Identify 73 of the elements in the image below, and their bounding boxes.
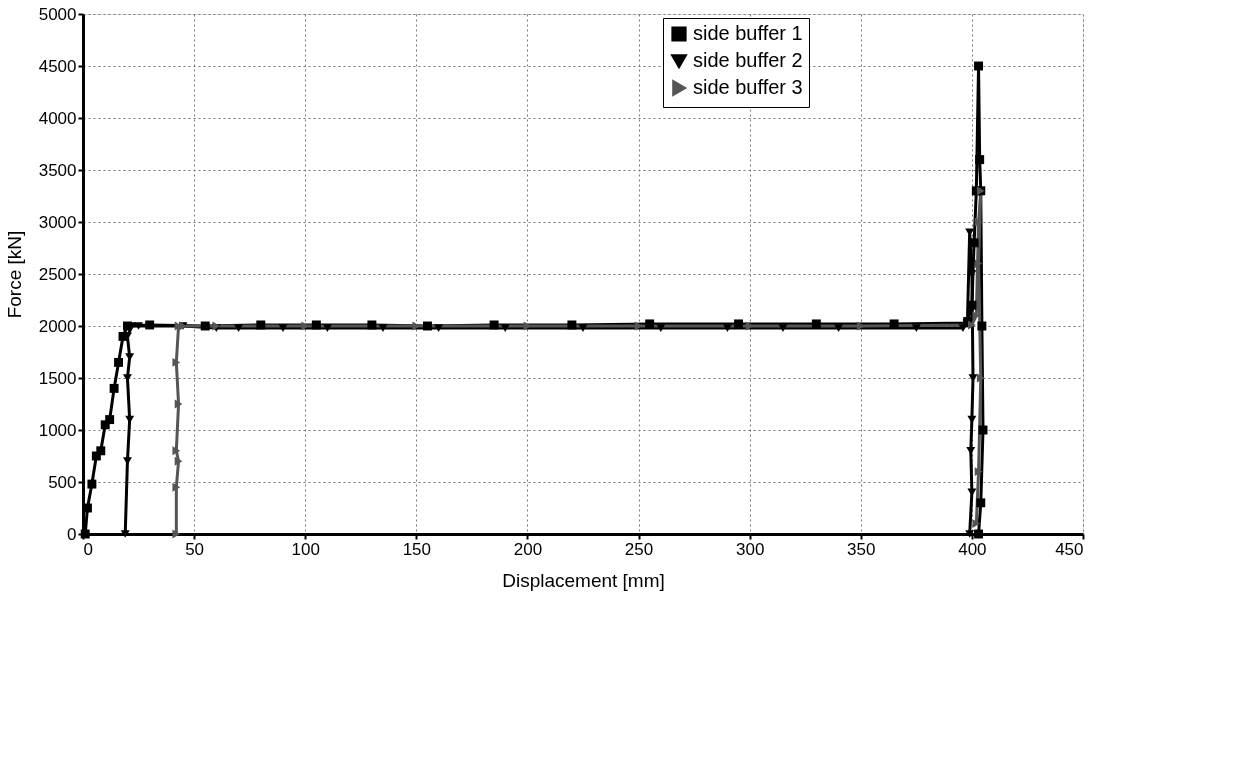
point [105,415,115,425]
x-tick-label: 300 [735,539,765,559]
y-tick-label: 0 [67,524,77,544]
point [172,446,181,456]
x-tick-label: 50 [185,539,205,559]
point [422,321,432,331]
legend-label: side buffer 3 [693,76,803,98]
point [974,61,984,71]
point [234,324,244,332]
point [311,320,321,330]
point [734,319,744,329]
point [489,320,499,330]
y-tick-label: 4500 [38,56,77,76]
legend-label: side buffer 2 [693,49,803,71]
point [122,374,132,382]
y-tick-label: 3000 [38,212,77,232]
point [977,321,987,331]
point [87,479,97,489]
point [134,322,144,330]
point [434,324,444,332]
y-tick-label: 1500 [38,368,77,388]
point [911,324,921,332]
x-tick-label: 200 [513,539,543,559]
point [656,324,666,332]
point [200,321,210,331]
point [172,482,181,492]
y-tick-label: 5000 [38,4,77,24]
point [645,319,655,329]
point [120,530,130,538]
point [976,373,985,383]
point [578,324,588,332]
point [145,320,155,330]
x-tick-label: 450 [1055,539,1084,559]
point [256,320,266,330]
x-tick-label: 100 [291,539,320,559]
y-tick-label: 500 [48,472,77,492]
point [378,324,388,332]
point [96,446,106,456]
y-tick-label: 1000 [38,420,77,440]
point [976,498,986,508]
point [109,383,119,393]
point [174,399,183,409]
point [972,519,981,529]
x-tick-label: 0 [83,539,93,559]
point [811,319,821,329]
point [889,319,899,329]
x-tick-label: 350 [847,539,876,559]
legend-label: side buffer 1 [693,22,803,44]
x-tick-label: 400 [958,539,987,559]
point [172,357,181,367]
point [722,324,732,332]
y-tick-label: 2500 [38,264,77,284]
point [322,324,332,332]
point [500,324,510,332]
point [778,324,788,332]
point [974,259,983,269]
point [114,357,124,367]
point [968,320,976,330]
point [367,320,377,330]
point [834,324,844,332]
point [172,529,181,539]
y-tick-label: 3500 [38,160,77,180]
point [974,217,983,227]
y-tick-label: 4000 [38,108,77,128]
y-axis-title: Force [kN] [3,230,25,319]
x-tick-label: 250 [624,539,654,559]
point [278,324,288,332]
point [974,467,983,477]
point [567,320,577,330]
point [975,155,985,165]
x-tick-label: 150 [402,539,432,559]
y-tick-label: 2000 [38,316,77,336]
x-axis-title: Displacement [mm] [502,569,665,591]
